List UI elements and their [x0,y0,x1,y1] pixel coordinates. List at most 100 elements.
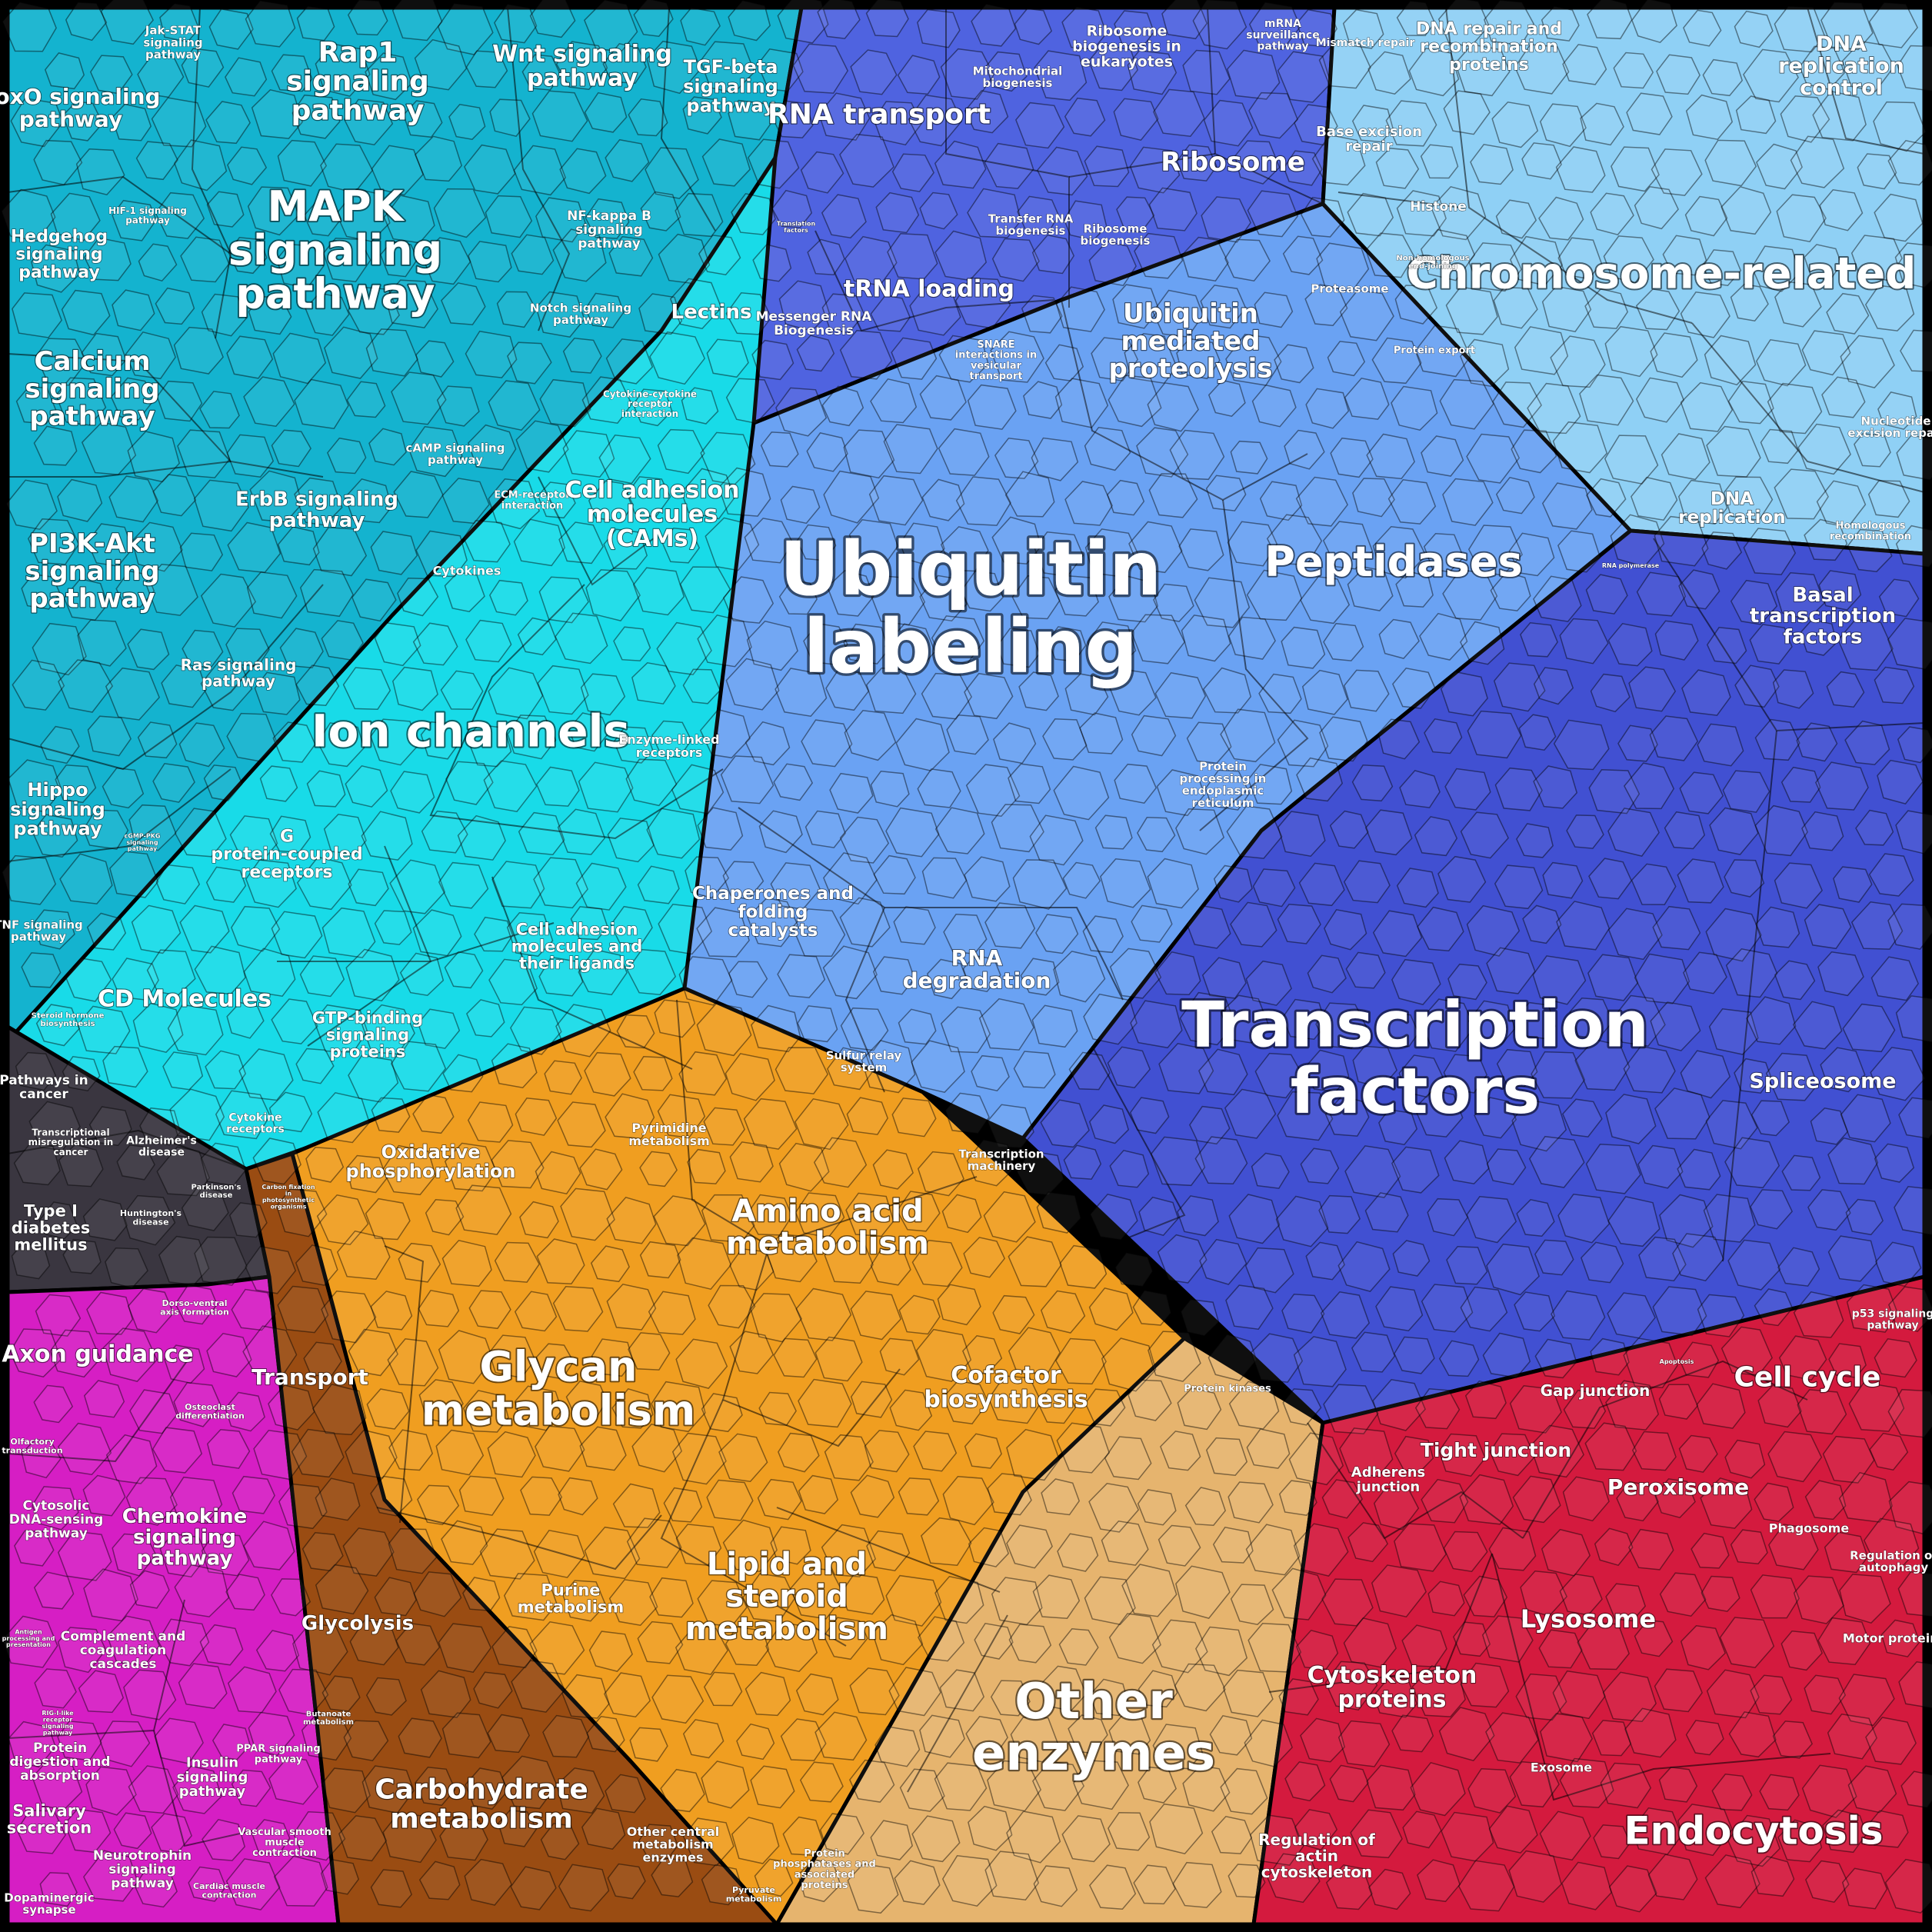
protein-cell [268,1757,319,1805]
protein-cell [1018,671,1059,711]
protein-cell [1324,1661,1378,1711]
region-cellular-processes [1251,1274,1927,1927]
protein-cell [1057,1533,1099,1572]
protein-cell [1826,292,1870,335]
protein-cell [823,1617,868,1661]
protein-cell [931,615,985,665]
protein-cell [112,199,157,242]
protein-cell [1750,1100,1790,1137]
protein-cell [1247,764,1293,805]
protein-cell [633,1056,673,1091]
protein-cell [246,571,298,619]
protein-cell [1470,143,1514,185]
protein-cell [1296,757,1344,802]
protein-cell [64,1808,112,1854]
protein-cell [1755,338,1807,387]
protein-cell [227,1666,277,1714]
protein-cell [1037,146,1088,196]
protein-cell [1780,95,1830,143]
protein-cell [1768,1524,1819,1571]
protein-cell [1088,241,1137,287]
protein-cell [911,1040,965,1094]
label-hippo: Hippo signaling pathway [10,779,105,839]
protein-cell [227,146,268,185]
protein-cell [645,147,699,199]
protein-cell [32,1760,83,1810]
protein-cell [1032,1760,1085,1811]
protein-cell [251,1819,291,1856]
protein-cell [296,856,352,911]
protein-cell [320,143,374,194]
protein-cell [850,1381,893,1418]
protein-cell [598,435,651,485]
protein-cell [579,1426,627,1471]
protein-cell [33,139,83,186]
protein-cell [1084,426,1131,471]
protein-cell [201,1534,250,1577]
protein-cell [1246,569,1303,621]
protein-cell [991,1577,1043,1626]
protein-cell [75,148,125,196]
protein-cell [1897,726,1932,764]
protein-cell [884,623,936,674]
protein-cell [1201,196,1251,243]
protein-cell [990,1680,1031,1717]
protein-cell [871,1614,924,1666]
protein-cell [939,1669,985,1712]
protein-cell [1351,105,1394,143]
protein-cell [558,1477,598,1516]
protein-cell [1316,242,1370,292]
protein-cell [839,133,894,188]
label-sulfur: Sulfur relay system [826,1048,902,1074]
protein-cell [1444,768,1491,811]
protein-cell [155,864,201,904]
protein-cell [61,289,111,336]
protein-cell [417,1008,461,1049]
protein-cell [1244,1719,1293,1767]
label-trna-loading: tRNA loading [844,276,1014,303]
protein-cell [59,853,113,904]
protein-cell [32,1486,79,1531]
protein-cell [321,1291,377,1344]
protein-cell [1654,515,1709,567]
protein-cell [1672,1233,1724,1282]
protein-cell [1460,338,1510,387]
protein-cell [540,1823,580,1860]
protein-cell [253,1430,308,1481]
label-insulin: Insulin signaling pathway [177,1754,248,1800]
protein-cell [1841,1867,1888,1910]
protein-cell [361,1765,415,1814]
protein-cell [152,474,197,517]
protein-cell [1562,44,1607,85]
protein-cell [245,0,296,48]
protein-cell [1880,1619,1920,1657]
protein-cell [1394,285,1438,325]
protein-cell [651,1857,694,1897]
protein-cell [1114,1251,1154,1287]
protein-cell [1329,1764,1369,1803]
protein-cell [728,0,771,42]
protein-cell [1104,1436,1152,1481]
protein-cell [312,1384,367,1435]
protein-cell [1719,1617,1775,1669]
label-ecm: ECM-receptor interaction [494,490,571,512]
protein-cell [870,771,910,808]
protein-cell [701,1864,744,1906]
protein-cell [1205,475,1247,511]
protein-cell [1350,1809,1403,1859]
protein-cell [391,371,447,425]
protein-cell [1516,823,1554,858]
protein-cell [1149,1803,1204,1855]
protein-cell [844,235,898,286]
protein-cell [1551,1290,1606,1341]
protein-cell [272,332,327,385]
protein-cell [663,1487,703,1523]
protein-cell [1181,236,1229,282]
protein-cell [1364,809,1413,856]
protein-cell [361,811,413,861]
protein-cell [1774,960,1816,1001]
protein-cell [1518,714,1557,751]
protein-cell [1775,572,1826,621]
protein-cell [807,238,845,275]
protein-cell [1730,283,1769,322]
